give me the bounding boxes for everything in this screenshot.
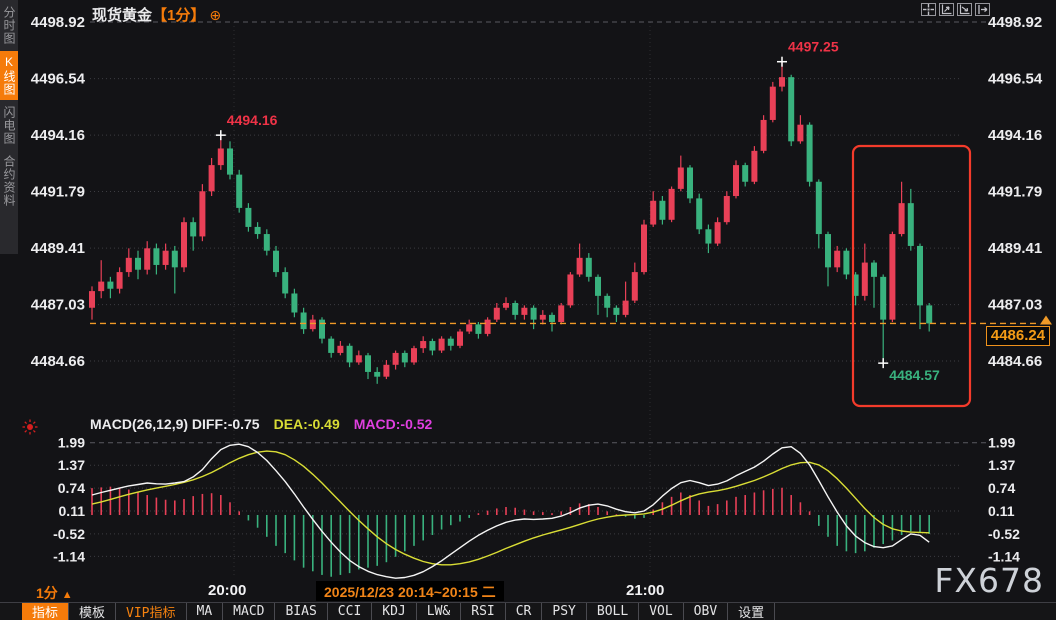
macd-axis-label-right: -0.52 bbox=[988, 526, 1020, 542]
time-axis: 1分 ▲ 20:00 2025/12/23 20:14~20:15 二 21:00 bbox=[0, 580, 1056, 602]
sidebar-item-2[interactable]: 闪电图 bbox=[2, 106, 16, 145]
price-axis-label-left: 4496.54 bbox=[31, 71, 86, 88]
chart-toolbar-icons bbox=[921, 3, 990, 16]
macd-axis-label-left: -0.52 bbox=[53, 526, 85, 542]
toolbar-item-KDJ[interactable]: KDJ bbox=[372, 603, 417, 620]
period-up-arrow-icon: ▲ bbox=[61, 589, 73, 601]
sidebar-item-1[interactable]: K线图 bbox=[0, 51, 18, 100]
last-price-arrow-icon bbox=[1040, 315, 1052, 325]
macd-axis-label-right: 1.37 bbox=[988, 457, 1015, 473]
price-axis-label-right: 4494.16 bbox=[988, 127, 1042, 144]
shift-right-icon[interactable] bbox=[975, 3, 990, 16]
sidebar-item-3[interactable]: 合约资料 bbox=[2, 155, 16, 207]
toolbar-item-PSY[interactable]: PSY bbox=[542, 603, 587, 620]
dea-line bbox=[91, 450, 930, 566]
macd-axis-label-right: 1.99 bbox=[988, 435, 1015, 451]
toolbar-item-RSI[interactable]: RSI bbox=[461, 603, 506, 620]
price-axis-label-left: 4498.92 bbox=[31, 14, 85, 31]
add-overlay-icon[interactable]: ⊕ bbox=[209, 7, 222, 23]
price-axis-label-right: 4496.54 bbox=[988, 71, 1043, 88]
alert-burst-icon[interactable] bbox=[22, 419, 38, 440]
price-axis-label-left: 4489.41 bbox=[31, 240, 85, 257]
toolbar-item-指标[interactable]: 指标 bbox=[22, 603, 70, 620]
macd-histogram bbox=[91, 486, 931, 577]
highlight-annotation-box bbox=[851, 144, 972, 408]
macd-header: MACD(26,12,9) DIFF:-0.75 DEA:-0.49 MACD:-0… bbox=[90, 416, 432, 432]
crosshair-time-tooltip: 2025/12/23 20:14~20:15 二 bbox=[316, 581, 504, 601]
chart-header: 现货黄金【1分】 ⊕ bbox=[92, 4, 221, 25]
macd-macd-value: MACD:-0.52 bbox=[353, 416, 433, 432]
move-crosshair-icon[interactable] bbox=[921, 3, 936, 16]
price-axis-label-left: 4494.16 bbox=[31, 127, 85, 144]
price-axis-label-right: 4484.66 bbox=[988, 353, 1042, 370]
toolbar-item-VOL[interactable]: VOL bbox=[639, 603, 684, 620]
price-axis-label-left: 4484.66 bbox=[31, 353, 85, 370]
toolbar-item-VIP指标[interactable]: VIP指标 bbox=[116, 603, 187, 620]
toolbar-item-BIAS[interactable]: BIAS bbox=[275, 603, 328, 620]
candlesticks bbox=[89, 61, 933, 384]
macd-axis-label-right: 0.11 bbox=[988, 503, 1015, 519]
toolbar-item-OBV[interactable]: OBV bbox=[684, 603, 729, 620]
toolbar-item-MA[interactable]: MA bbox=[187, 603, 224, 620]
indicator-toolbar: 指标 模板 VIP指标 MA MACD BIAS CCI KDJ LW& RSI CR PSY BOLL… bbox=[0, 602, 1056, 620]
toolbar-item-BOLL[interactable]: BOLL bbox=[587, 603, 640, 620]
fx678-watermark: FX678 bbox=[934, 561, 1044, 600]
macd-axis-label-right: -1.14 bbox=[988, 548, 1020, 564]
diff-line bbox=[91, 443, 930, 579]
macd-axis-label-left: 1.37 bbox=[58, 457, 85, 473]
price-axis-label-right: 4487.03 bbox=[988, 297, 1042, 314]
toolbar-item-设置[interactable]: 设置 bbox=[728, 603, 776, 620]
extreme-price-label: 4497.25 bbox=[788, 39, 839, 55]
compress-axis-icon[interactable] bbox=[939, 3, 954, 16]
macd-dea-value: DEA:-0.49 bbox=[273, 416, 340, 432]
chart-type-sidebar: 分时图 K线图闪电图合约资料 bbox=[0, 0, 18, 254]
toolbar-item-CCI[interactable]: CCI bbox=[328, 603, 373, 620]
sidebar-item-0[interactable]: 分时图 bbox=[2, 6, 16, 45]
price-axis-label-left: 4487.03 bbox=[31, 297, 85, 314]
toolbar-item-LW&[interactable]: LW& bbox=[417, 603, 462, 620]
symbol-name: 现货黄金 bbox=[92, 7, 153, 24]
macd-axis-label-left: -1.14 bbox=[53, 548, 85, 564]
expand-axis-icon[interactable] bbox=[957, 3, 972, 16]
macd-formula: MACD(26,12,9) bbox=[90, 416, 189, 432]
toolbar-item-CR[interactable]: CR bbox=[506, 603, 543, 620]
price-axis-label-left: 4491.79 bbox=[31, 184, 85, 201]
price-axis-label-right: 4491.79 bbox=[988, 184, 1042, 201]
macd-diff-value: DIFF:-0.75 bbox=[191, 416, 260, 432]
last-price-badge: 4486.24 bbox=[986, 326, 1050, 346]
price-axis-label-right: 4489.41 bbox=[988, 240, 1042, 257]
time-tick-2100: 21:00 bbox=[626, 582, 665, 599]
toolbar-item-模板[interactable]: 模板 bbox=[69, 603, 117, 620]
extreme-price-label: 4494.16 bbox=[227, 112, 278, 128]
toolbar-item-MACD[interactable]: MACD bbox=[223, 603, 276, 620]
macd-axis-label-right: 0.74 bbox=[988, 480, 1015, 496]
period-tag: 【1分】 bbox=[152, 7, 206, 24]
period-selector[interactable]: 1分 ▲ bbox=[36, 585, 73, 601]
macd-axis-label-left: 1.99 bbox=[58, 435, 85, 451]
time-tick-2000: 20:00 bbox=[208, 582, 247, 599]
price-axis-label-right: 4498.92 bbox=[988, 14, 1042, 31]
macd-axis-label-left: 0.11 bbox=[59, 503, 86, 519]
extreme-price-label: 4484.57 bbox=[889, 367, 940, 383]
macd-axis-label-left: 0.74 bbox=[58, 480, 85, 496]
